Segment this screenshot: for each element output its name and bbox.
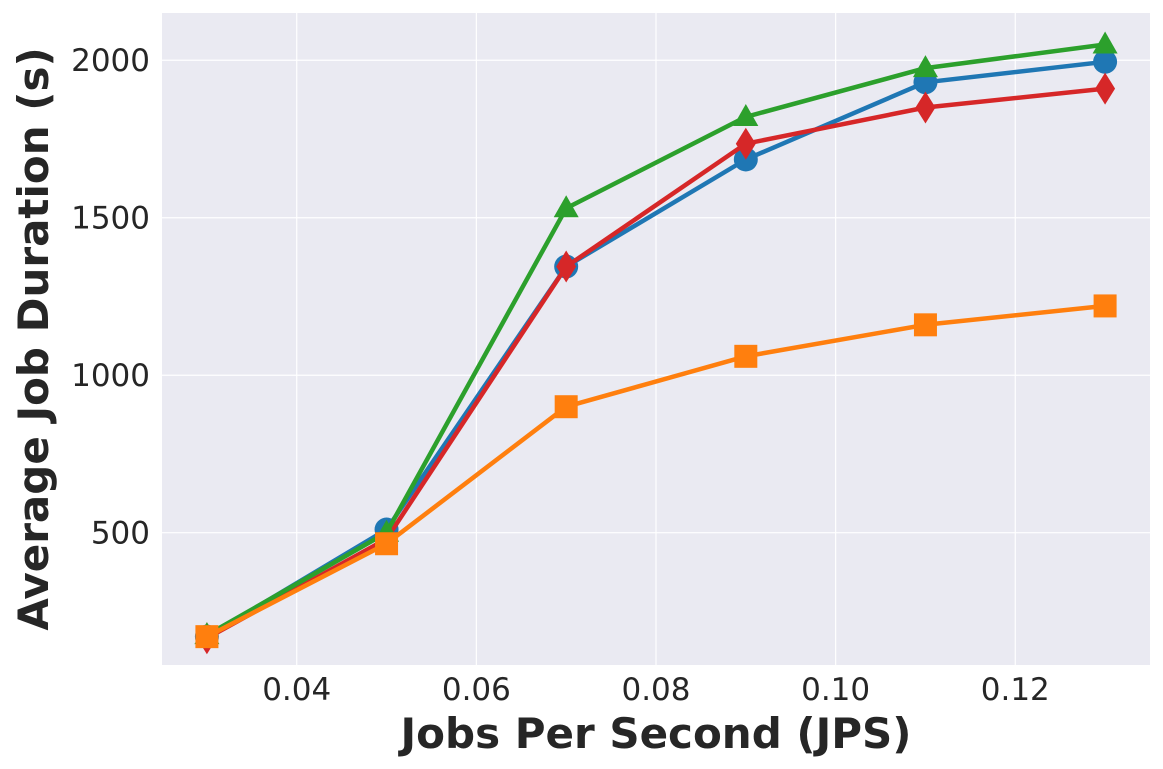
data-point (913, 313, 937, 337)
data-point (553, 195, 579, 218)
x-tick-label: 0.04 (262, 672, 331, 708)
y-tick-label: 1000 (71, 358, 150, 394)
data-point (195, 625, 219, 649)
data-point (733, 103, 759, 126)
series-line (204, 303, 1108, 639)
x-tick-label: 0.10 (801, 672, 870, 708)
series-square (195, 294, 1117, 649)
x-tick-label: 0.06 (442, 672, 511, 708)
data-point (375, 532, 399, 556)
data-point (1092, 31, 1118, 54)
y-tick-label: 500 (91, 516, 150, 552)
data-point (915, 91, 936, 124)
data-point (734, 344, 758, 368)
series-line (204, 42, 1108, 638)
x-tick-labels: 0.04 0.06 0.08 0.10 0.12 (262, 672, 1050, 708)
y-axis-title: Average Job Duration (s) (9, 47, 58, 630)
data-point (735, 127, 756, 160)
data-point (1095, 72, 1116, 105)
series-group (194, 31, 1118, 655)
x-tick-label: 0.12 (981, 672, 1050, 708)
data-point (1093, 294, 1117, 318)
data-point (554, 395, 578, 419)
series-line (204, 86, 1108, 641)
x-tick-label: 0.08 (621, 672, 690, 708)
y-tick-label: 1500 (71, 201, 150, 237)
x-axis-title: Jobs Per Second (JPS) (398, 709, 912, 758)
data-point (556, 250, 577, 283)
data-point (912, 55, 938, 78)
data-point (1093, 49, 1118, 74)
y-tick-label: 2000 (71, 43, 150, 79)
y-tick-labels: 500 1000 1500 2000 (71, 43, 150, 551)
